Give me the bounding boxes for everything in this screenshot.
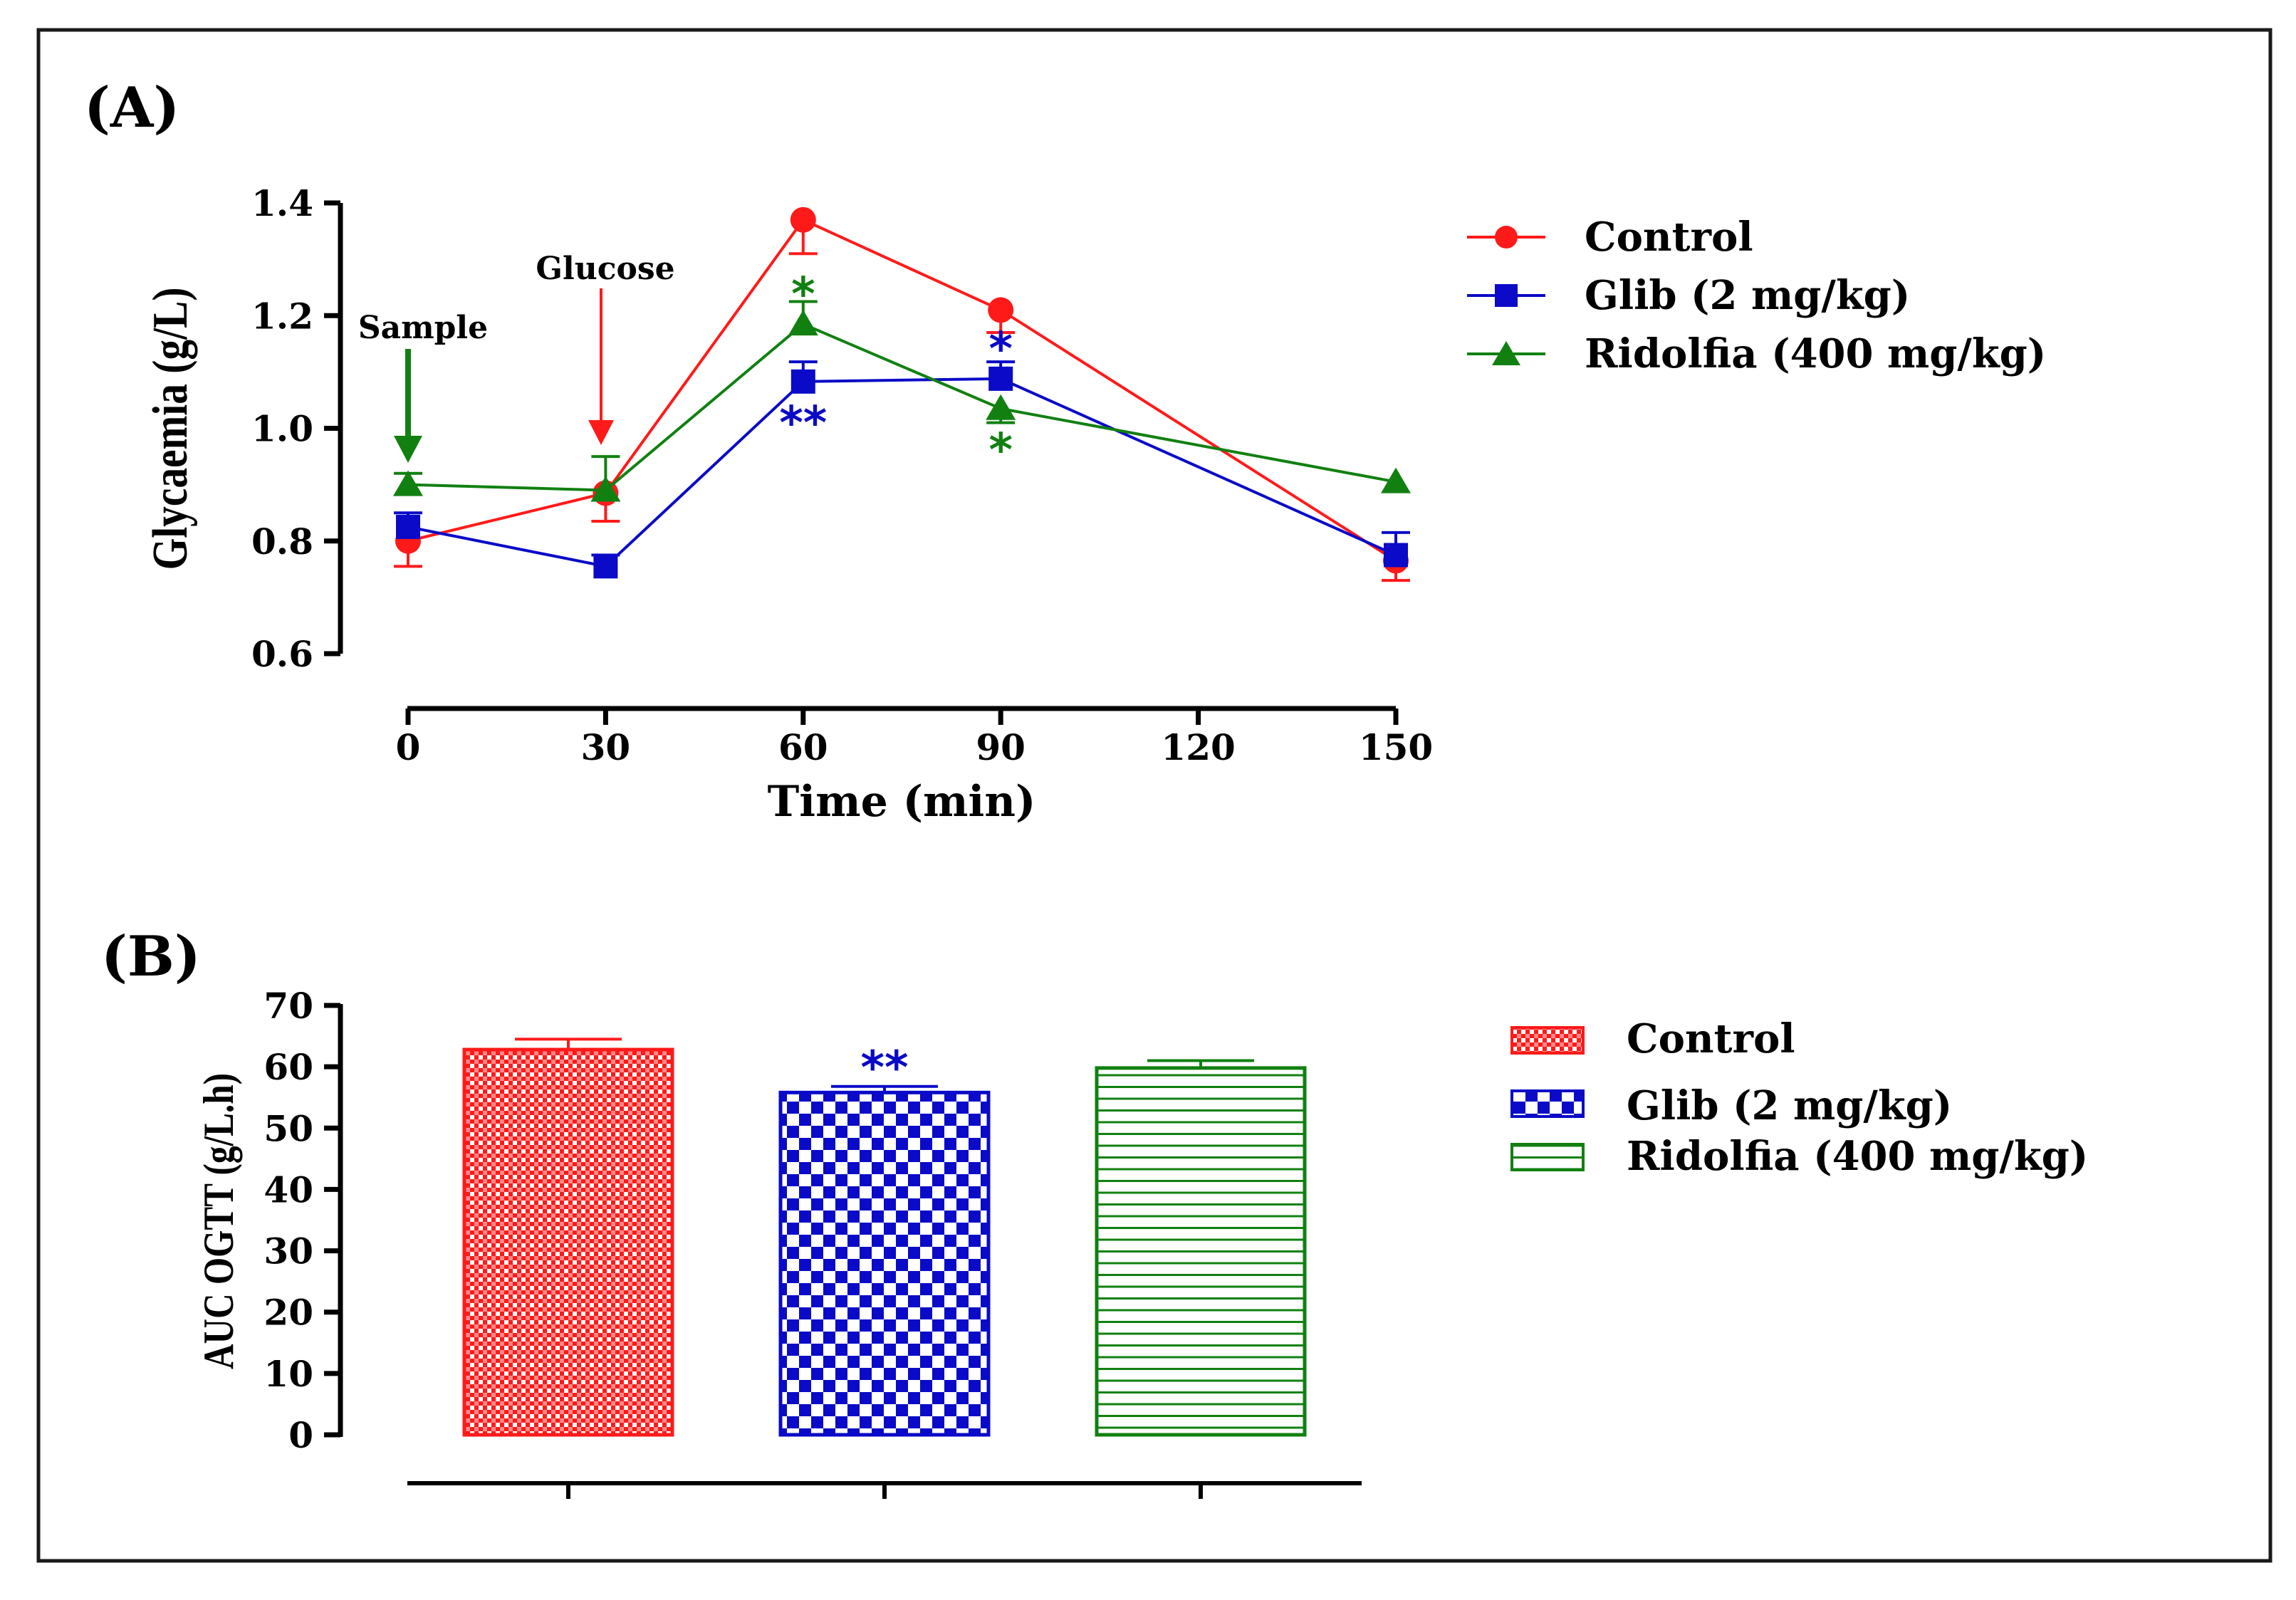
x-tick-label-a: 90 (976, 726, 1026, 768)
point-ridolfia (1381, 467, 1411, 493)
legend-a-ridolfia-label: Ridolfia (400 mg/kg) (1585, 330, 2046, 377)
point-glib (396, 514, 420, 539)
significance-mark: * (791, 268, 815, 321)
bar-significance-mark: ** (861, 1042, 909, 1095)
bar-glib (778, 1090, 991, 1437)
legend-a: Control Glib (2 mg/kg) Ridolfia (400 mg/… (1467, 214, 2046, 377)
legend-b-ridolfia: Ridolfia (400 mg/kg) (1510, 1133, 2088, 1180)
y-tick-label-a: 0.6 (251, 633, 313, 675)
point-glib (790, 369, 815, 394)
y-tick-label-b: 70 (263, 985, 313, 1027)
series-line-glib (407, 377, 1397, 568)
legend-a-ridolfia: Ridolfia (400 mg/kg) (1467, 330, 2046, 377)
x-tick-label-a: 150 (1359, 726, 1433, 768)
y-axis-label-a: Glycaemia (g/L) (142, 288, 198, 570)
y-tick-label-b: 40 (263, 1168, 313, 1211)
x-tick-label-a: 30 (581, 726, 631, 768)
significance-mark: * (988, 323, 1012, 376)
x-tick-label-a: 0 (396, 726, 421, 768)
legend-a-glib: Glib (2 mg/kg) (1467, 272, 1910, 319)
y-tick-label-b: 60 (263, 1046, 313, 1088)
sample-arrow-head (394, 436, 422, 463)
glucose-arrow-head (588, 420, 614, 445)
sample-annotation-label: Sample (358, 310, 488, 346)
point-control (790, 206, 816, 233)
y-tick-label-a: 1.4 (251, 182, 313, 224)
point-ridolfia (788, 310, 818, 336)
x-axis-label-a: Time (min) (768, 777, 1036, 827)
legend-b-glib-label: Glib (2 mg/kg) (1627, 1082, 1952, 1129)
y-tick-label-b: 20 (263, 1292, 313, 1334)
legend-a-control: Control (1467, 214, 1753, 261)
figure-frame (36, 28, 2272, 1563)
significance-mark: ** (779, 397, 827, 450)
line-chart: 0.6 0.8 1.0 1.2 1.4 0 30 60 90 120 150 Glycaemia … (142, 182, 2047, 827)
bar-ridolfia (1095, 1066, 1307, 1437)
point-control (988, 297, 1014, 323)
bar-control (462, 1047, 674, 1437)
y-axis-label-b: AUC OGTT (g/L.h) (194, 1073, 242, 1369)
x-tick-label-a: 120 (1161, 726, 1235, 768)
legend-b-control-label: Control (1627, 1015, 1795, 1062)
point-ridolfia (590, 476, 621, 502)
y-tick-label-b: 10 (263, 1353, 313, 1395)
point-glib (988, 366, 1013, 391)
point-ridolfia (393, 470, 423, 496)
bar-chart: 0 10 20 30 40 50 60 70 ** AUC OGTT (g/L.h) Cont… (194, 985, 2088, 1499)
y-tick-label-a: 1.2 (251, 295, 313, 337)
x-tick-label-a: 60 (778, 726, 828, 768)
point-ridolfia (986, 394, 1016, 420)
y-tick-label-a: 0.8 (251, 521, 313, 563)
significance-mark: * (988, 424, 1012, 477)
point-glib (593, 554, 618, 579)
legend-b-ridolfia-label: Ridolfia (400 mg/kg) (1627, 1133, 2088, 1180)
glucose-annotation-label: Glucose (536, 251, 674, 287)
legend-a-glib-label: Glib (2 mg/kg) (1585, 272, 1910, 319)
panel-b-label: (B) (101, 924, 201, 989)
y-tick-label-b: 30 (263, 1230, 313, 1272)
point-glib (1384, 543, 1408, 568)
legend-b-glib: Glib (2 mg/kg) (1510, 1082, 1952, 1129)
legend-b: Control Glib (2 mg/kg) Ridolfia (400 mg/… (1510, 1015, 2088, 1180)
y-tick-label-b: 50 (263, 1107, 313, 1149)
legend-a-control-label: Control (1585, 214, 1753, 261)
y-tick-label-b: 0 (288, 1414, 313, 1456)
panel-a-label: (A) (84, 75, 179, 140)
legend-b-control: Control (1510, 1015, 1795, 1062)
y-tick-label-a: 1.0 (251, 408, 313, 450)
